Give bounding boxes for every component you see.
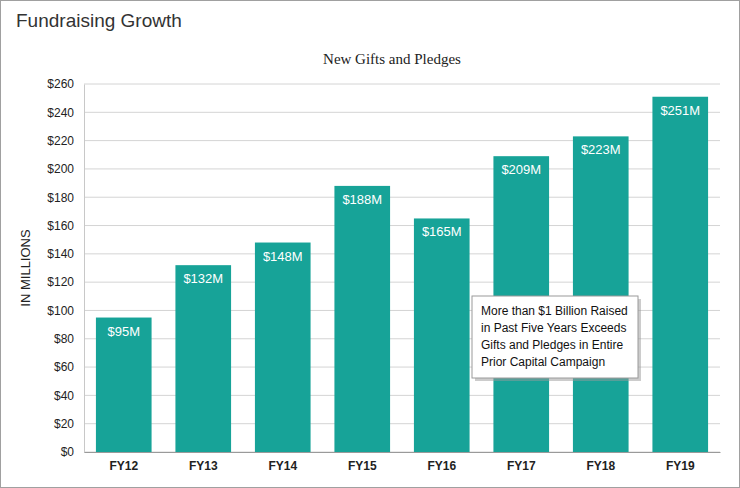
annotation-text: More than $1 Billion Raised: [481, 304, 628, 318]
data-label: $251M: [660, 103, 700, 118]
y-tick: $140: [47, 247, 84, 261]
data-label: $209M: [501, 162, 541, 177]
bar: [414, 218, 470, 452]
x-tick-label: FY15: [348, 459, 377, 473]
x-tick-label: FY16: [427, 459, 456, 473]
annotation-box: [472, 296, 638, 378]
y-tick-label: $100: [47, 304, 74, 318]
x-tick: FY16: [427, 459, 456, 473]
frame: [1, 1, 740, 488]
y-tick-label: $0: [61, 445, 75, 459]
y-tick: $220: [47, 134, 84, 148]
title: Fundraising Growth: [16, 10, 182, 31]
bar: [255, 243, 311, 452]
y-tick-label: $40: [54, 389, 74, 403]
x-tick: FY13: [189, 459, 218, 473]
annotation-text: in Past Five Years Exceeds: [481, 321, 626, 335]
x-tick: FY17: [507, 459, 536, 473]
x-axis-line: [85, 452, 721, 453]
y-tick: $120: [47, 275, 84, 289]
y-axis-title: IN MILLIONS: [18, 229, 33, 307]
y-tick: $240: [47, 106, 84, 120]
bars: [96, 97, 708, 452]
y-tick: $260: [47, 77, 84, 91]
y-tick-label: $60: [54, 360, 74, 374]
y-tick: $200: [47, 162, 84, 176]
annotation-text: Gifts and Pledges in Entire: [481, 338, 623, 352]
x-axis: FY12 FY13 FY14 FY15 FY16 FY17 FY18 FY19: [85, 453, 721, 473]
x-tick: FY12: [109, 459, 138, 473]
y-tick: $40: [54, 389, 84, 403]
x-tick-label: FY19: [666, 459, 695, 473]
data-label: $95M: [107, 324, 140, 339]
y-tick: $60: [54, 360, 84, 374]
bar: [573, 136, 629, 452]
y-tick-label: $140: [47, 247, 74, 261]
data-label: $223M: [581, 142, 621, 157]
y-axis-line: [84, 85, 85, 453]
x-tick-label: FY13: [189, 459, 218, 473]
y-axis: $0 $20 $40 $60 $80 $100 $120 $140 $160 $180 $200 $2…: [47, 77, 84, 459]
x-tick: FY15: [348, 459, 377, 473]
x-tick-label: FY14: [268, 459, 297, 473]
x-tick-label: FY12: [109, 459, 138, 473]
y-tick: $20: [54, 417, 84, 431]
grid-line: [84, 112, 720, 113]
y-tick-label: $80: [54, 332, 74, 346]
data-label: $188M: [342, 192, 382, 207]
y-tick: $180: [47, 191, 84, 205]
bar: [334, 186, 390, 452]
grid: [84, 84, 720, 452]
y-tick-label: $200: [47, 162, 74, 176]
data-labels: $95M $132M $148M $188M $165M $209M $223M $251M: [107, 103, 700, 339]
y-tick-label: $240: [47, 106, 74, 120]
y-tick-label: $260: [47, 77, 74, 91]
y-tick-label: $20: [54, 417, 74, 431]
x-tick: FY18: [586, 459, 615, 473]
y-tick-label: $120: [47, 275, 74, 289]
annotation-text: Prior Capital Campaign: [481, 355, 605, 369]
y-tick: $0: [61, 445, 84, 459]
y-tick-label: $220: [47, 134, 74, 148]
bar: [652, 97, 708, 452]
data-label: $165M: [422, 224, 462, 239]
bar: [175, 265, 231, 452]
x-tick: FY14: [268, 459, 297, 473]
data-label: $148M: [263, 249, 303, 264]
annotation: More than $1 Billion Raised in Past Five …: [472, 296, 641, 381]
subtitle: New Gifts and Pledges: [323, 51, 461, 67]
y-tick: $80: [54, 332, 84, 346]
y-tick: $160: [47, 219, 84, 233]
x-tick-label: FY18: [586, 459, 615, 473]
data-label: $132M: [183, 271, 223, 286]
x-tick: FY19: [666, 459, 695, 473]
y-tick-label: $160: [47, 219, 74, 233]
y-tick-label: $180: [47, 191, 74, 205]
x-tick-label: FY17: [507, 459, 536, 473]
bar: [96, 318, 152, 452]
chart: Fundraising Growth New Gifts and Pledges I…: [0, 0, 740, 488]
grid-line: [84, 84, 720, 85]
y-tick: $100: [47, 304, 84, 318]
